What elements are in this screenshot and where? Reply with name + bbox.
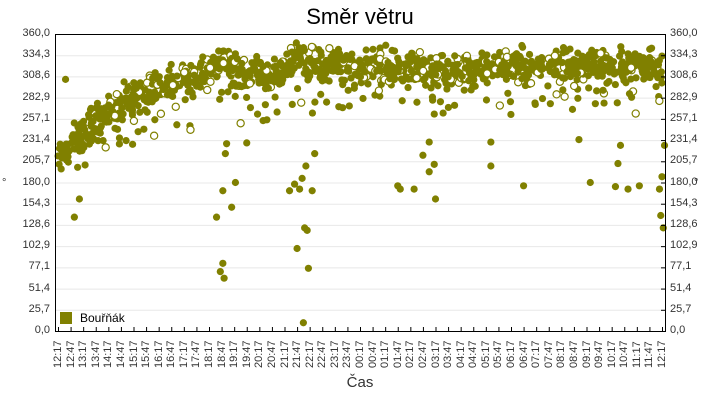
x-tick-label: 07:47 bbox=[542, 340, 555, 368]
x-tick-label: 19:17 bbox=[228, 340, 241, 368]
plot-border bbox=[55, 34, 666, 332]
legend-swatch-icon bbox=[60, 312, 72, 324]
y-axis-label-right: ° bbox=[694, 177, 699, 189]
x-tick-label: 09:17 bbox=[580, 340, 593, 368]
y-tick-label: 180,0 bbox=[22, 175, 50, 188]
x-tick-label: 12:17 bbox=[656, 340, 668, 368]
x-tick-label: 08:47 bbox=[567, 340, 580, 368]
x-tick-label: 18:17 bbox=[203, 340, 215, 368]
x-tick-label: 23:17 bbox=[328, 340, 341, 368]
y-tick-label: 25,7 bbox=[28, 302, 50, 315]
x-tick-label: 05:47 bbox=[492, 340, 505, 368]
x-tick-label: 00:17 bbox=[354, 340, 366, 368]
y-tick-label: 51,4 bbox=[670, 281, 692, 294]
x-tick-label: 05:17 bbox=[479, 340, 492, 368]
x-tick-label: 17:47 bbox=[190, 340, 203, 368]
y-axis-label-left: ° bbox=[2, 177, 7, 189]
y-tick-label: 282,9 bbox=[22, 90, 50, 103]
x-tick-label: 03:47 bbox=[442, 340, 455, 368]
x-tick-label: 03:17 bbox=[429, 340, 442, 368]
x-tick-label: 10:47 bbox=[618, 340, 631, 368]
x-tick-label: 18:47 bbox=[215, 340, 228, 368]
x-tick-label: 13:47 bbox=[89, 340, 102, 368]
y-tick-label: 205,7 bbox=[22, 154, 50, 167]
y-tick-label: 282,9 bbox=[670, 90, 698, 103]
y-tick-label: 257,1 bbox=[670, 111, 698, 124]
x-tick-label: 17:17 bbox=[177, 340, 190, 368]
axis-ticks bbox=[58, 34, 665, 332]
y-tick-label: 25,7 bbox=[670, 302, 692, 315]
y-tick-label: 334,3 bbox=[670, 48, 698, 61]
x-tick-label: 21:17 bbox=[278, 340, 291, 368]
y-tick-label: 334,3 bbox=[22, 48, 50, 61]
y-tick-label: 360,0 bbox=[22, 27, 50, 39]
y-tick-label: 257,1 bbox=[22, 111, 50, 124]
y-tick-label: 308,6 bbox=[670, 69, 698, 82]
x-tick-label: 21:47 bbox=[291, 340, 304, 368]
y-tick-label: 231,4 bbox=[22, 133, 50, 146]
x-tick-label: 02:47 bbox=[416, 340, 429, 368]
x-tick-label: 01:47 bbox=[391, 340, 404, 368]
x-tick-label: 09:47 bbox=[593, 340, 606, 368]
x-tick-label: 12:17 bbox=[52, 340, 64, 368]
x-tick-label: 02:17 bbox=[404, 340, 417, 368]
y-tick-label: 360,0 bbox=[670, 27, 698, 39]
y-tick-label: 102,9 bbox=[670, 239, 698, 252]
x-tick-label: 13:17 bbox=[77, 340, 90, 368]
legend: Bouřňák bbox=[60, 311, 125, 325]
legend-label: Bouřňák bbox=[80, 311, 125, 325]
x-tick-label: 06:17 bbox=[505, 340, 517, 368]
x-tick-label: 19:47 bbox=[240, 340, 253, 368]
x-tick-label: 11:17 bbox=[630, 341, 643, 368]
x-tick-label: 04:17 bbox=[454, 340, 467, 368]
y-tick-label: 205,7 bbox=[670, 154, 698, 167]
x-tick-label: 16:17 bbox=[152, 340, 165, 368]
x-tick-label: 22:47 bbox=[316, 340, 329, 368]
x-tick-label: 10:17 bbox=[605, 340, 618, 368]
chart-title: Směr větru bbox=[306, 4, 414, 29]
x-tick-label: 15:17 bbox=[127, 340, 140, 368]
x-tick-label: 06:47 bbox=[517, 340, 530, 368]
y-tick-label: 102,9 bbox=[22, 239, 50, 252]
x-tick-label: 20:17 bbox=[253, 340, 266, 368]
y-tick-label: 128,6 bbox=[670, 217, 698, 230]
x-tick-label: 08:17 bbox=[555, 340, 568, 368]
x-tick-label: 16:47 bbox=[165, 340, 178, 368]
x-tick-label: 11:47 bbox=[643, 341, 656, 368]
y-tick-label: 231,4 bbox=[670, 133, 698, 146]
x-tick-label: 04:47 bbox=[467, 340, 480, 368]
x-tick-label: 20:47 bbox=[265, 340, 278, 368]
y-tick-label: 51,4 bbox=[28, 281, 50, 294]
x-tick-label: 22:17 bbox=[303, 340, 316, 368]
x-tick-label: 12:47 bbox=[64, 340, 77, 368]
x-axis-label: Čas bbox=[346, 374, 374, 391]
y-tick-label: 308,6 bbox=[22, 69, 50, 82]
x-tick-label: 14:47 bbox=[114, 340, 127, 368]
y-tick-label: 77,1 bbox=[670, 260, 692, 273]
x-tick-label: 14:17 bbox=[102, 340, 115, 368]
x-tick-label: 15:47 bbox=[140, 340, 153, 368]
x-tick-label: 23:47 bbox=[341, 340, 354, 368]
x-tick-label: 07:17 bbox=[530, 340, 543, 368]
x-tick-label: 00:47 bbox=[366, 340, 379, 368]
y-tick-label: 0,0 bbox=[34, 324, 50, 336]
y-tick-label: 77,1 bbox=[28, 260, 50, 273]
y-tick-label: 154,3 bbox=[670, 196, 698, 209]
y-tick-label: 0,0 bbox=[670, 324, 686, 336]
y-tick-label: 154,3 bbox=[22, 196, 50, 209]
x-tick-label: 01:17 bbox=[379, 340, 392, 368]
y-tick-label: 128,6 bbox=[22, 217, 50, 230]
scatter-points bbox=[54, 39, 669, 327]
y-tick-label: 180,0 bbox=[670, 175, 698, 188]
